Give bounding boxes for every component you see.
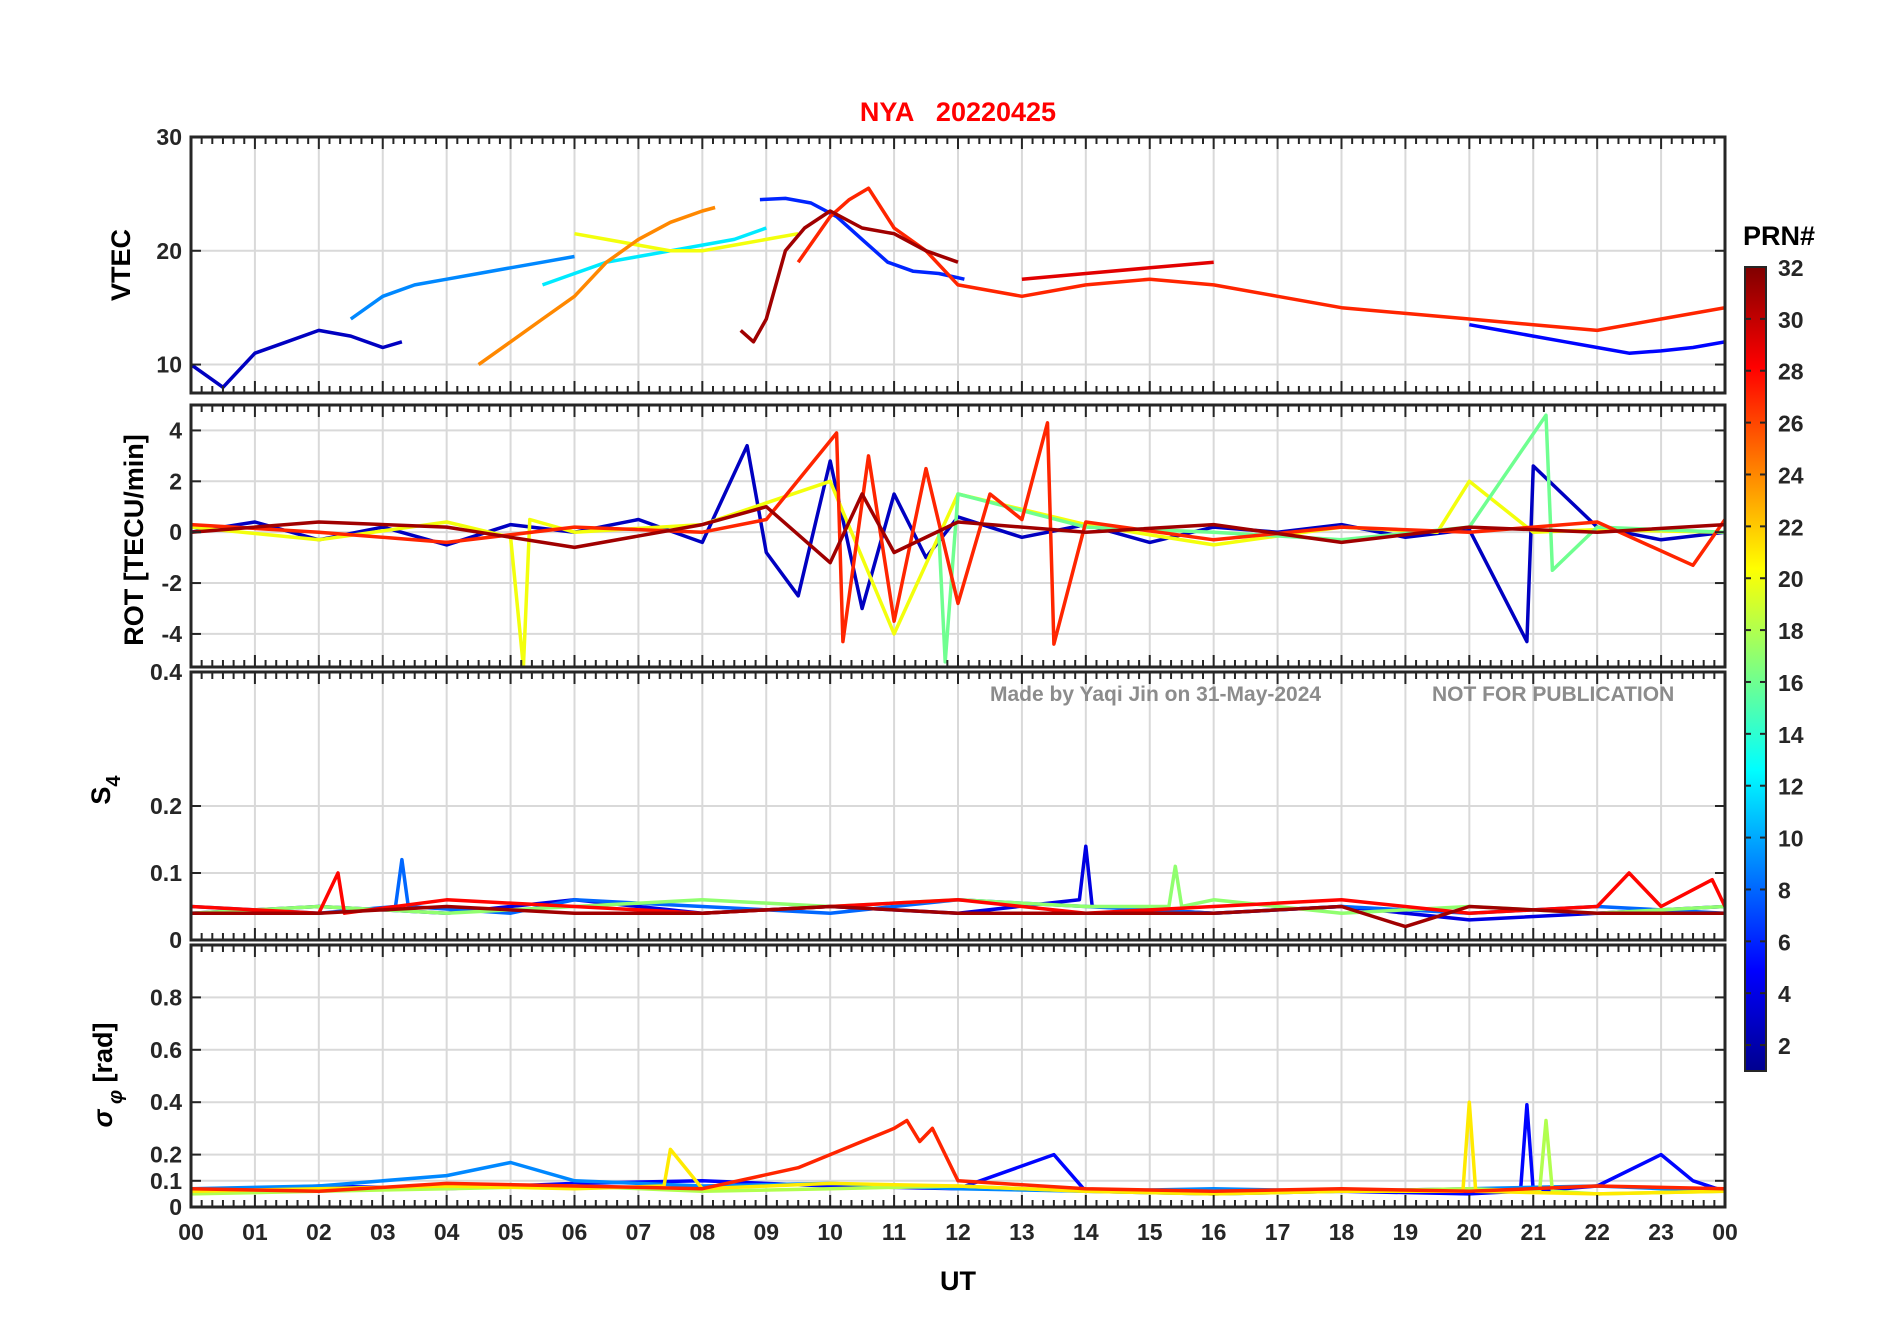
x-tick-label: 06 [562,1219,588,1245]
watermark-author: Made by Yaqi Jin on 31-May-2024 [990,683,1321,706]
x-tick-label: 18 [1329,1219,1355,1245]
x-tick-label: 12 [945,1219,971,1245]
colorbar-tick-label: 14 [1778,722,1804,748]
y-tick-label: 4 [169,417,182,443]
y-tick-label: 0.1 [150,1168,182,1194]
x-tick-label: 23 [1648,1219,1674,1245]
series-prn-6 [759,196,965,281]
x-axis-label: UT [940,1266,976,1296]
series-prn-5 [1468,322,1725,355]
x-tick-label: 17 [1265,1219,1291,1245]
colorbar-tick-label: 8 [1778,877,1791,903]
x-tick-label: 02 [306,1219,332,1245]
x-tick-label: 13 [1009,1219,1035,1245]
colorbar-tick-label: 4 [1778,981,1791,1007]
y-tick-label: -2 [162,570,182,596]
y-axis-label-S4: S4 [86,775,125,805]
colorbar-tick-label: 20 [1778,566,1804,592]
x-tick-label: 03 [370,1219,396,1245]
series-prn-16 [937,413,1725,664]
colorbar-tick-label: 26 [1778,411,1804,437]
series-prn-12 [541,226,767,287]
panel-VTEC: 10 20 30 [156,124,1727,395]
panel-sigma_phi: 00.10.2 0.4 0.6 0.8 [150,943,1727,1220]
colorbar-tick-label: 28 [1778,359,1804,385]
x-tick-label: 00 [178,1219,204,1245]
colorbar-tick-label: 16 [1778,670,1804,696]
colorbar-tick-label: 10 [1778,826,1804,852]
series-prn-3 [191,328,403,390]
colorbar-tick-label: 32 [1778,255,1804,281]
y-tick-label: 0.8 [150,984,182,1010]
series-group [191,413,1725,667]
series-prn-31 [739,209,959,344]
y-tick-label: 20 [156,238,182,264]
colorbar-tick-label: 6 [1778,929,1791,955]
colorbar-label: PRN# [1743,221,1815,251]
series-prn-27 [796,186,1725,333]
y-tick-label: 0 [169,927,182,953]
colorbar-gradient [1744,266,1767,1072]
panels: 102030-4-202400.10.20.400.10.20.40.60.8V… [86,124,1738,1245]
series-prn-28 [191,871,1725,915]
colorbar-tick-label: 18 [1778,618,1804,644]
y-tick-label: 0.2 [150,1142,182,1168]
series-prn-3 [191,443,1725,644]
y-tick-label: 0 [169,1194,182,1220]
y-axis-label-ROT: ROT [TECU/min] [119,434,149,645]
y-tick-label: 0.4 [150,659,182,685]
colorbar-tick-label: 30 [1778,307,1804,333]
chart-title: NYA 20220425 [860,97,1056,127]
y-tick-label: 0.4 [150,1089,182,1115]
watermark-not-for-publication: NOT FOR PUBLICATION [1432,683,1674,706]
series-prn-29 [1021,260,1214,281]
y-tick-label: 10 [156,352,182,378]
series-group [191,1100,1725,1196]
x-tick-label: 08 [690,1219,716,1245]
x-tick-label: 01 [242,1219,268,1245]
y-tick-label: 2 [169,468,182,494]
x-tick-label: 22 [1584,1219,1610,1245]
colorbar-tick-label: 12 [1778,774,1804,800]
series-prn-20 [574,231,799,253]
series-group [191,844,1725,929]
series-prn-24 [477,205,716,367]
y-tick-label: -4 [162,621,183,647]
y-tick-label: 0 [169,519,182,545]
x-tick-label: 19 [1393,1219,1419,1245]
x-tick-label: 05 [498,1219,524,1245]
y-tick-label: 0.1 [150,860,182,886]
series-prn-31 [191,904,1725,929]
x-tick-label: 20 [1457,1219,1483,1245]
y-axis-label-VTEC: VTEC [106,229,136,301]
series-group [191,186,1725,390]
series-prn-9 [349,254,575,321]
x-tick-label: 16 [1201,1219,1227,1245]
x-tick-label: 04 [434,1219,460,1245]
x-tick-label: 11 [882,1219,907,1245]
colorbar-tick-label: 22 [1778,514,1804,540]
panel-ROT: -4 -2 0 2 4 [162,403,1727,669]
x-tick-label: 15 [1137,1219,1163,1245]
colorbar-tick-label: 2 [1778,1033,1791,1059]
y-tick-label: 0.2 [150,793,182,819]
y-axis-label-sigma_phi: σ φ [rad] [88,1022,127,1127]
x-tick-label: 00 [1712,1219,1738,1245]
x-tick-label: 10 [817,1219,843,1245]
panel-S4: 0 0.1 0.2 0.4 [150,659,1727,953]
x-tick-label: 21 [1520,1219,1546,1245]
x-tick-label: 09 [753,1219,779,1245]
y-tick-label: 0.6 [150,1037,182,1063]
colorbar-tick-label: 24 [1778,462,1804,488]
series-prn-31 [191,492,1725,565]
series-prn-27 [191,1118,1725,1194]
series-prn-21 [191,1100,1725,1196]
x-tick-label: 07 [626,1219,652,1245]
x-tick-label: 14 [1073,1219,1099,1245]
y-tick-label: 30 [156,124,182,150]
